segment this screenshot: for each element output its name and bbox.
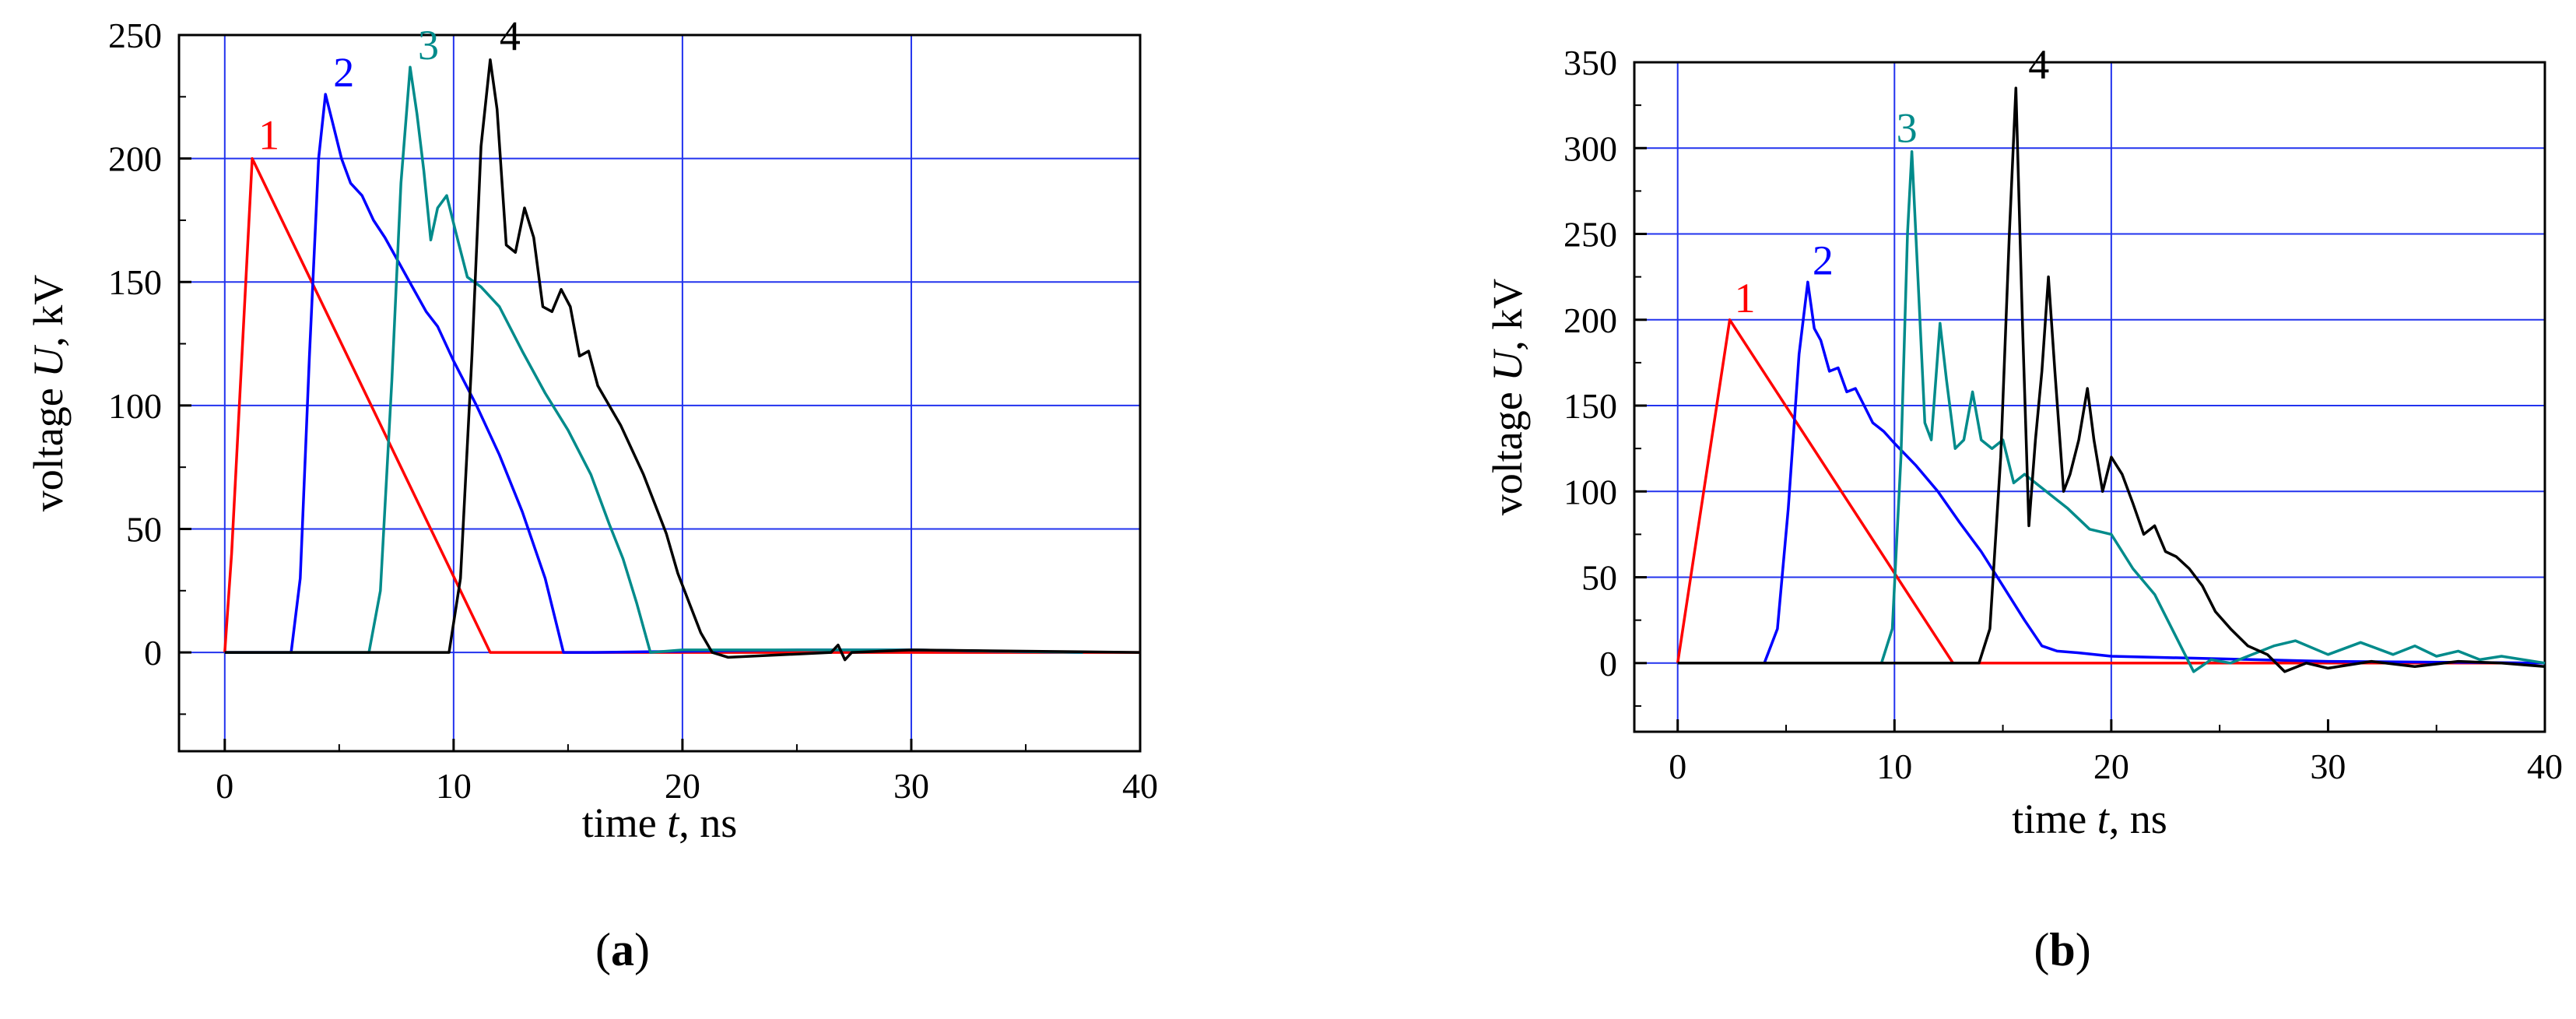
y-tick-label: 0 <box>144 633 162 673</box>
series-line-2 <box>1677 280 2546 665</box>
y-tick-label: 200 <box>1563 300 1617 340</box>
curve-label-2: 2 <box>1813 237 1834 283</box>
series-line-4 <box>224 58 1141 662</box>
x-tick-label: 20 <box>665 766 700 806</box>
chart-panel-b: 0 50 100 150 200 250 300 350 0 10 20 30 40 time t, ns… <box>1484 41 2563 975</box>
y-tick-label: 300 <box>1563 128 1617 168</box>
panel-label: (a) <box>595 924 650 975</box>
y-tick-label: 100 <box>108 386 162 426</box>
curve-label-2: 2 <box>333 49 354 96</box>
y-axis-label: voltage U, kV <box>1484 279 1531 515</box>
y-tick-label: 100 <box>1563 472 1617 511</box>
plot-frame <box>1633 61 2546 733</box>
x-axis-label: time t, ns <box>2012 796 2167 842</box>
y-axis-label: voltage U, kV <box>25 275 72 511</box>
y-tick-label: 250 <box>108 16 162 55</box>
series-line-1 <box>223 156 1140 654</box>
y-tick-label: 50 <box>126 509 162 549</box>
x-tick-label: 20 <box>2093 747 2129 786</box>
curve-label-3: 3 <box>418 22 439 69</box>
series-line-3 <box>1677 149 2546 673</box>
panel-label: (b) <box>2034 924 2090 975</box>
series-line-2 <box>224 93 1083 654</box>
y-tick-label: 50 <box>1581 558 1617 598</box>
x-tick-label: 40 <box>1122 766 1158 806</box>
x-tick-label: 0 <box>216 766 233 806</box>
y-tick-label: 150 <box>1563 386 1617 426</box>
series-line-1 <box>1676 318 2545 665</box>
x-tick-label: 30 <box>2310 747 2346 786</box>
curve-label-3: 3 <box>1897 105 1918 152</box>
x-tick-label: 0 <box>1669 747 1686 786</box>
y-tick-label: 150 <box>108 262 162 302</box>
y-tick-label: 200 <box>108 139 162 179</box>
x-tick-label: 10 <box>1876 747 1912 786</box>
y-tick-label: 250 <box>1563 215 1617 255</box>
x-tick-label: 30 <box>893 766 929 806</box>
curve-label-4: 4 <box>2028 41 2049 88</box>
y-tick-label: 350 <box>1563 43 1617 83</box>
plot-frame <box>177 33 1142 753</box>
y-tick-label: 0 <box>1599 644 1617 683</box>
x-tick-label: 40 <box>2527 747 2563 786</box>
x-axis-label: time t, ns <box>582 799 738 846</box>
curve-label-4: 4 <box>500 13 521 60</box>
series-line-4 <box>1677 86 2546 673</box>
chart-panel-a: 0 50 100 150 200 250 0 10 20 30 40 time t, ns voltag… <box>25 13 1158 975</box>
curve-label-1: 1 <box>1735 275 1756 322</box>
x-tick-label: 10 <box>436 766 472 806</box>
curve-label-1: 1 <box>258 112 279 159</box>
series-line-3 <box>224 65 1083 654</box>
